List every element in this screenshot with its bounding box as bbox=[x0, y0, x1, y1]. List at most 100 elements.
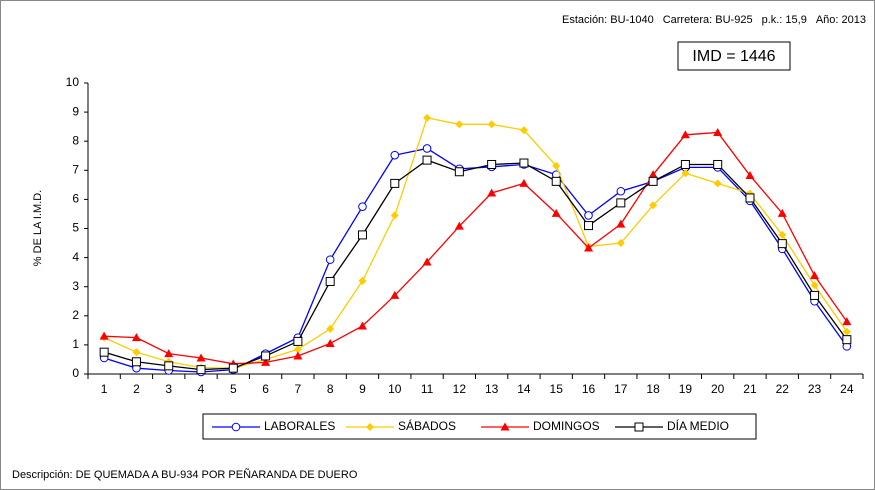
x-tick-label: 7 bbox=[295, 382, 302, 396]
marker bbox=[164, 349, 174, 358]
marker bbox=[390, 290, 400, 299]
marker bbox=[616, 186, 626, 196]
marker bbox=[231, 422, 241, 432]
header-item: p.k.: 15,9 bbox=[762, 14, 807, 26]
y-tick-label: 1 bbox=[72, 337, 79, 351]
marker bbox=[325, 255, 335, 264]
marker bbox=[777, 208, 787, 217]
y-tick-label: 6 bbox=[72, 192, 79, 206]
x-tick-label: 8 bbox=[327, 382, 334, 396]
y-tick-label: 2 bbox=[72, 308, 79, 322]
y-tick-label: 10 bbox=[66, 75, 80, 89]
y-tick-label: 3 bbox=[72, 279, 79, 293]
marker bbox=[131, 333, 141, 342]
annotation: IMD = 1446 bbox=[692, 48, 775, 65]
x-tick-label: 11 bbox=[421, 382, 434, 396]
y-tick-label: 7 bbox=[72, 162, 79, 176]
marker bbox=[293, 336, 303, 346]
x-tick-label: 20 bbox=[711, 382, 725, 396]
marker bbox=[680, 130, 690, 139]
marker bbox=[487, 159, 497, 169]
marker bbox=[261, 357, 271, 366]
marker bbox=[293, 345, 302, 354]
marker bbox=[261, 351, 271, 361]
y-tick-label: 0 bbox=[72, 366, 79, 380]
x-tick-label: 17 bbox=[614, 382, 628, 396]
x-tick-label: 22 bbox=[776, 382, 790, 396]
marker bbox=[358, 276, 367, 285]
marker bbox=[196, 365, 206, 375]
legend-label: LABORALES bbox=[264, 419, 335, 433]
marker bbox=[616, 219, 626, 228]
legend-label: DÍA MEDIO bbox=[667, 418, 729, 433]
marker bbox=[777, 239, 787, 249]
marker bbox=[390, 178, 400, 188]
x-tick-label: 9 bbox=[359, 382, 366, 396]
x-tick-label: 12 bbox=[453, 382, 467, 396]
marker bbox=[487, 120, 496, 129]
marker bbox=[164, 361, 174, 371]
marker bbox=[325, 276, 335, 286]
marker bbox=[99, 331, 109, 340]
marker bbox=[842, 335, 852, 345]
marker bbox=[842, 327, 851, 336]
y-tick-label: 8 bbox=[72, 133, 79, 147]
marker bbox=[810, 271, 820, 280]
marker bbox=[648, 170, 658, 179]
marker bbox=[366, 423, 374, 431]
marker bbox=[357, 230, 367, 240]
marker bbox=[616, 239, 625, 248]
x-tick-label: 15 bbox=[550, 382, 564, 396]
marker bbox=[616, 198, 626, 208]
x-tick-label: 4 bbox=[198, 382, 205, 396]
marker bbox=[390, 150, 400, 160]
annotation-box bbox=[677, 41, 791, 71]
x-tick-label: 13 bbox=[485, 382, 499, 396]
marker bbox=[228, 363, 238, 373]
marker bbox=[358, 202, 367, 211]
marker bbox=[196, 353, 206, 362]
y-axis-label: % DE LA I.M.D. bbox=[32, 190, 44, 266]
x-tick-label: 18 bbox=[646, 382, 660, 396]
series-line bbox=[104, 131, 848, 365]
header-item: Estación: BU-1040 bbox=[562, 14, 654, 26]
x-tick-label: 3 bbox=[165, 382, 172, 396]
marker bbox=[422, 257, 432, 266]
marker bbox=[713, 159, 723, 169]
marker bbox=[422, 155, 432, 165]
marker bbox=[778, 230, 787, 239]
x-tick-label: 23 bbox=[808, 382, 822, 396]
marker bbox=[519, 126, 528, 135]
marker bbox=[680, 159, 690, 169]
marker bbox=[713, 127, 723, 136]
marker bbox=[681, 169, 690, 178]
x-tick-label: 14 bbox=[517, 382, 531, 396]
marker bbox=[325, 338, 335, 347]
marker bbox=[634, 422, 644, 432]
marker bbox=[357, 321, 367, 330]
marker bbox=[131, 357, 141, 367]
marker bbox=[454, 221, 464, 230]
marker bbox=[584, 221, 594, 231]
x-tick-label: 19 bbox=[679, 382, 693, 396]
marker bbox=[842, 317, 852, 326]
x-tick-label: 6 bbox=[262, 382, 269, 396]
marker bbox=[648, 176, 658, 186]
marker bbox=[422, 144, 432, 153]
marker bbox=[552, 161, 561, 170]
marker bbox=[584, 211, 593, 220]
marker bbox=[713, 179, 722, 188]
x-tick-label: 5 bbox=[230, 382, 237, 396]
x-tick-label: 24 bbox=[840, 382, 854, 396]
marker bbox=[519, 158, 529, 168]
marker bbox=[293, 351, 303, 360]
marker bbox=[454, 167, 464, 177]
x-tick-label: 1 bbox=[101, 382, 108, 396]
legend-label: SÁBADOS bbox=[398, 418, 456, 433]
x-tick-label: 16 bbox=[582, 382, 596, 396]
marker bbox=[810, 281, 819, 290]
marker bbox=[99, 347, 109, 357]
marker bbox=[423, 113, 432, 122]
